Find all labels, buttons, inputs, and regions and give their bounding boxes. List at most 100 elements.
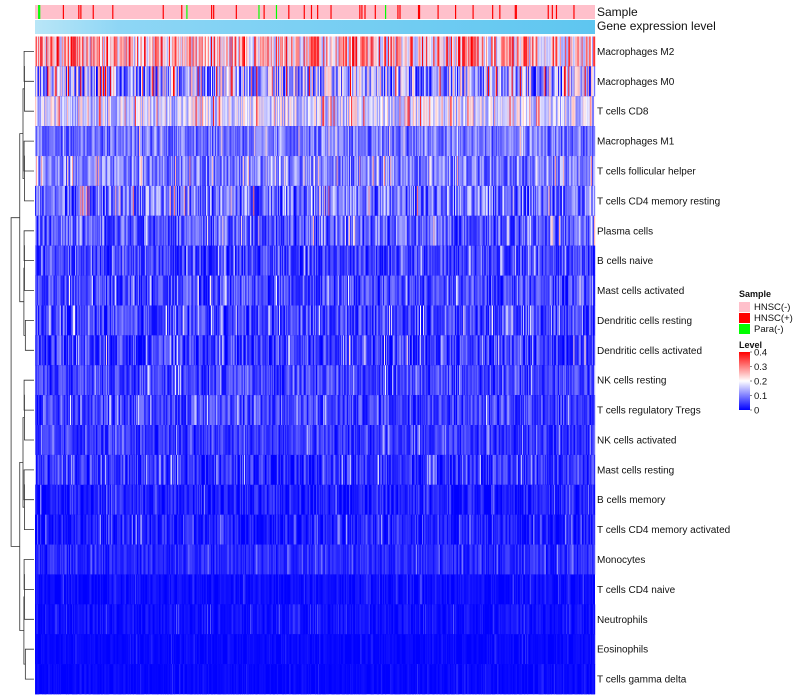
heatmap-cell [132,215,135,247]
heatmap-cell [299,156,301,187]
heatmap-cell [498,245,500,276]
heatmap-cell [315,185,317,217]
heatmap-cell [477,96,479,127]
heatmap-cell [388,245,390,276]
heatmap-cell [165,36,167,67]
heatmap-cell [86,126,88,157]
heatmap-cell [114,245,116,276]
heatmap-cell [233,126,235,157]
heatmap-cell [499,156,501,187]
heatmap-cell [412,66,415,97]
heatmap-cell [510,215,512,247]
heatmap-cell [410,96,412,127]
heatmap-cell [481,245,483,276]
heatmap-cell [47,156,49,187]
heatmap-cell [266,66,268,97]
heatmap-cell [330,36,332,67]
heatmap-cell [206,126,209,157]
heatmap-cell [146,126,148,157]
heatmap-cell [519,66,522,97]
heatmap-cell [254,36,256,67]
heatmap-cell [144,36,146,67]
heatmap-cell [52,215,54,247]
heatmap-cell [521,36,524,67]
heatmap-cell [117,126,119,157]
heatmap-cell [211,126,213,157]
heatmap-cell [95,156,97,187]
heatmap-cell [461,245,463,276]
heatmap-cell [372,96,374,127]
heatmap-cell [97,275,100,306]
heatmap-cell [58,215,60,247]
heatmap-cell [182,126,184,157]
heatmap-cell [43,96,45,127]
heatmap-cell [309,245,312,276]
heatmap-cell [136,275,139,306]
heatmap-cell [345,126,348,157]
heatmap-cell [498,215,500,247]
heatmap-cell [513,66,515,97]
heatmap-cell [394,215,396,247]
heatmap-cell [312,245,315,276]
heatmap-cell [179,36,181,67]
heatmap-cell [447,245,450,276]
heatmap-cell [148,215,150,247]
heatmap-cell [589,96,592,127]
heatmap-cell [177,185,179,217]
sample-annotation-cell [499,5,501,19]
heatmap-cell [356,185,358,217]
heatmap-cell [323,36,325,67]
heatmap-cell [566,245,568,276]
heatmap-cell [68,36,71,67]
heatmap-cell [185,66,187,97]
heatmap-cell [451,245,454,276]
heatmap-cell [526,126,528,157]
heatmap-cell [258,215,260,247]
heatmap-cell [381,36,384,67]
heatmap-cell [394,66,396,97]
heatmap-cell [135,275,138,306]
heatmap-cell [211,156,213,187]
heatmap-cell [354,66,356,97]
heatmap-cell [189,275,191,306]
heatmap-cell [50,275,52,306]
heatmap-cell [494,66,496,97]
heatmap-cell [335,126,337,157]
heatmap-cell [477,36,479,67]
heatmap-cell [327,36,329,67]
heatmap-cell [273,126,276,157]
heatmap-cell [241,126,244,157]
sample-annotation-cell [514,5,516,19]
heatmap-cell [81,215,83,247]
heatmap-cell [277,66,280,97]
heatmap-cell [147,185,149,217]
heatmap-cell [235,36,237,67]
heatmap-cell [166,156,168,187]
heatmap-cell [456,245,458,276]
heatmap-cell [487,156,490,187]
heatmap-cell [344,126,347,157]
heatmap-cell [441,36,443,67]
heatmap-cell [102,185,105,217]
heatmap-cell [287,66,289,97]
heatmap-cell [89,185,91,217]
heatmap-cell [52,96,54,127]
heatmap-cell [450,66,453,97]
heatmap-cell [147,215,149,247]
heatmap-cell [375,215,377,247]
heatmap-cell [360,215,362,247]
heatmap-cell [39,185,41,217]
heatmap-cell [287,36,289,67]
heatmap-cell [541,185,543,217]
heatmap-cell [502,156,504,187]
heatmap-cell [504,215,506,247]
heatmap-cell [548,126,550,157]
heatmap-cell [394,96,396,127]
heatmap-cell [227,96,229,127]
heatmap-cell [500,36,502,67]
heatmap-cell [88,66,90,97]
heatmap-cell [140,96,142,127]
heatmap-cell [53,245,55,276]
heatmap-cell [329,185,331,217]
heatmap-cell [100,275,103,306]
